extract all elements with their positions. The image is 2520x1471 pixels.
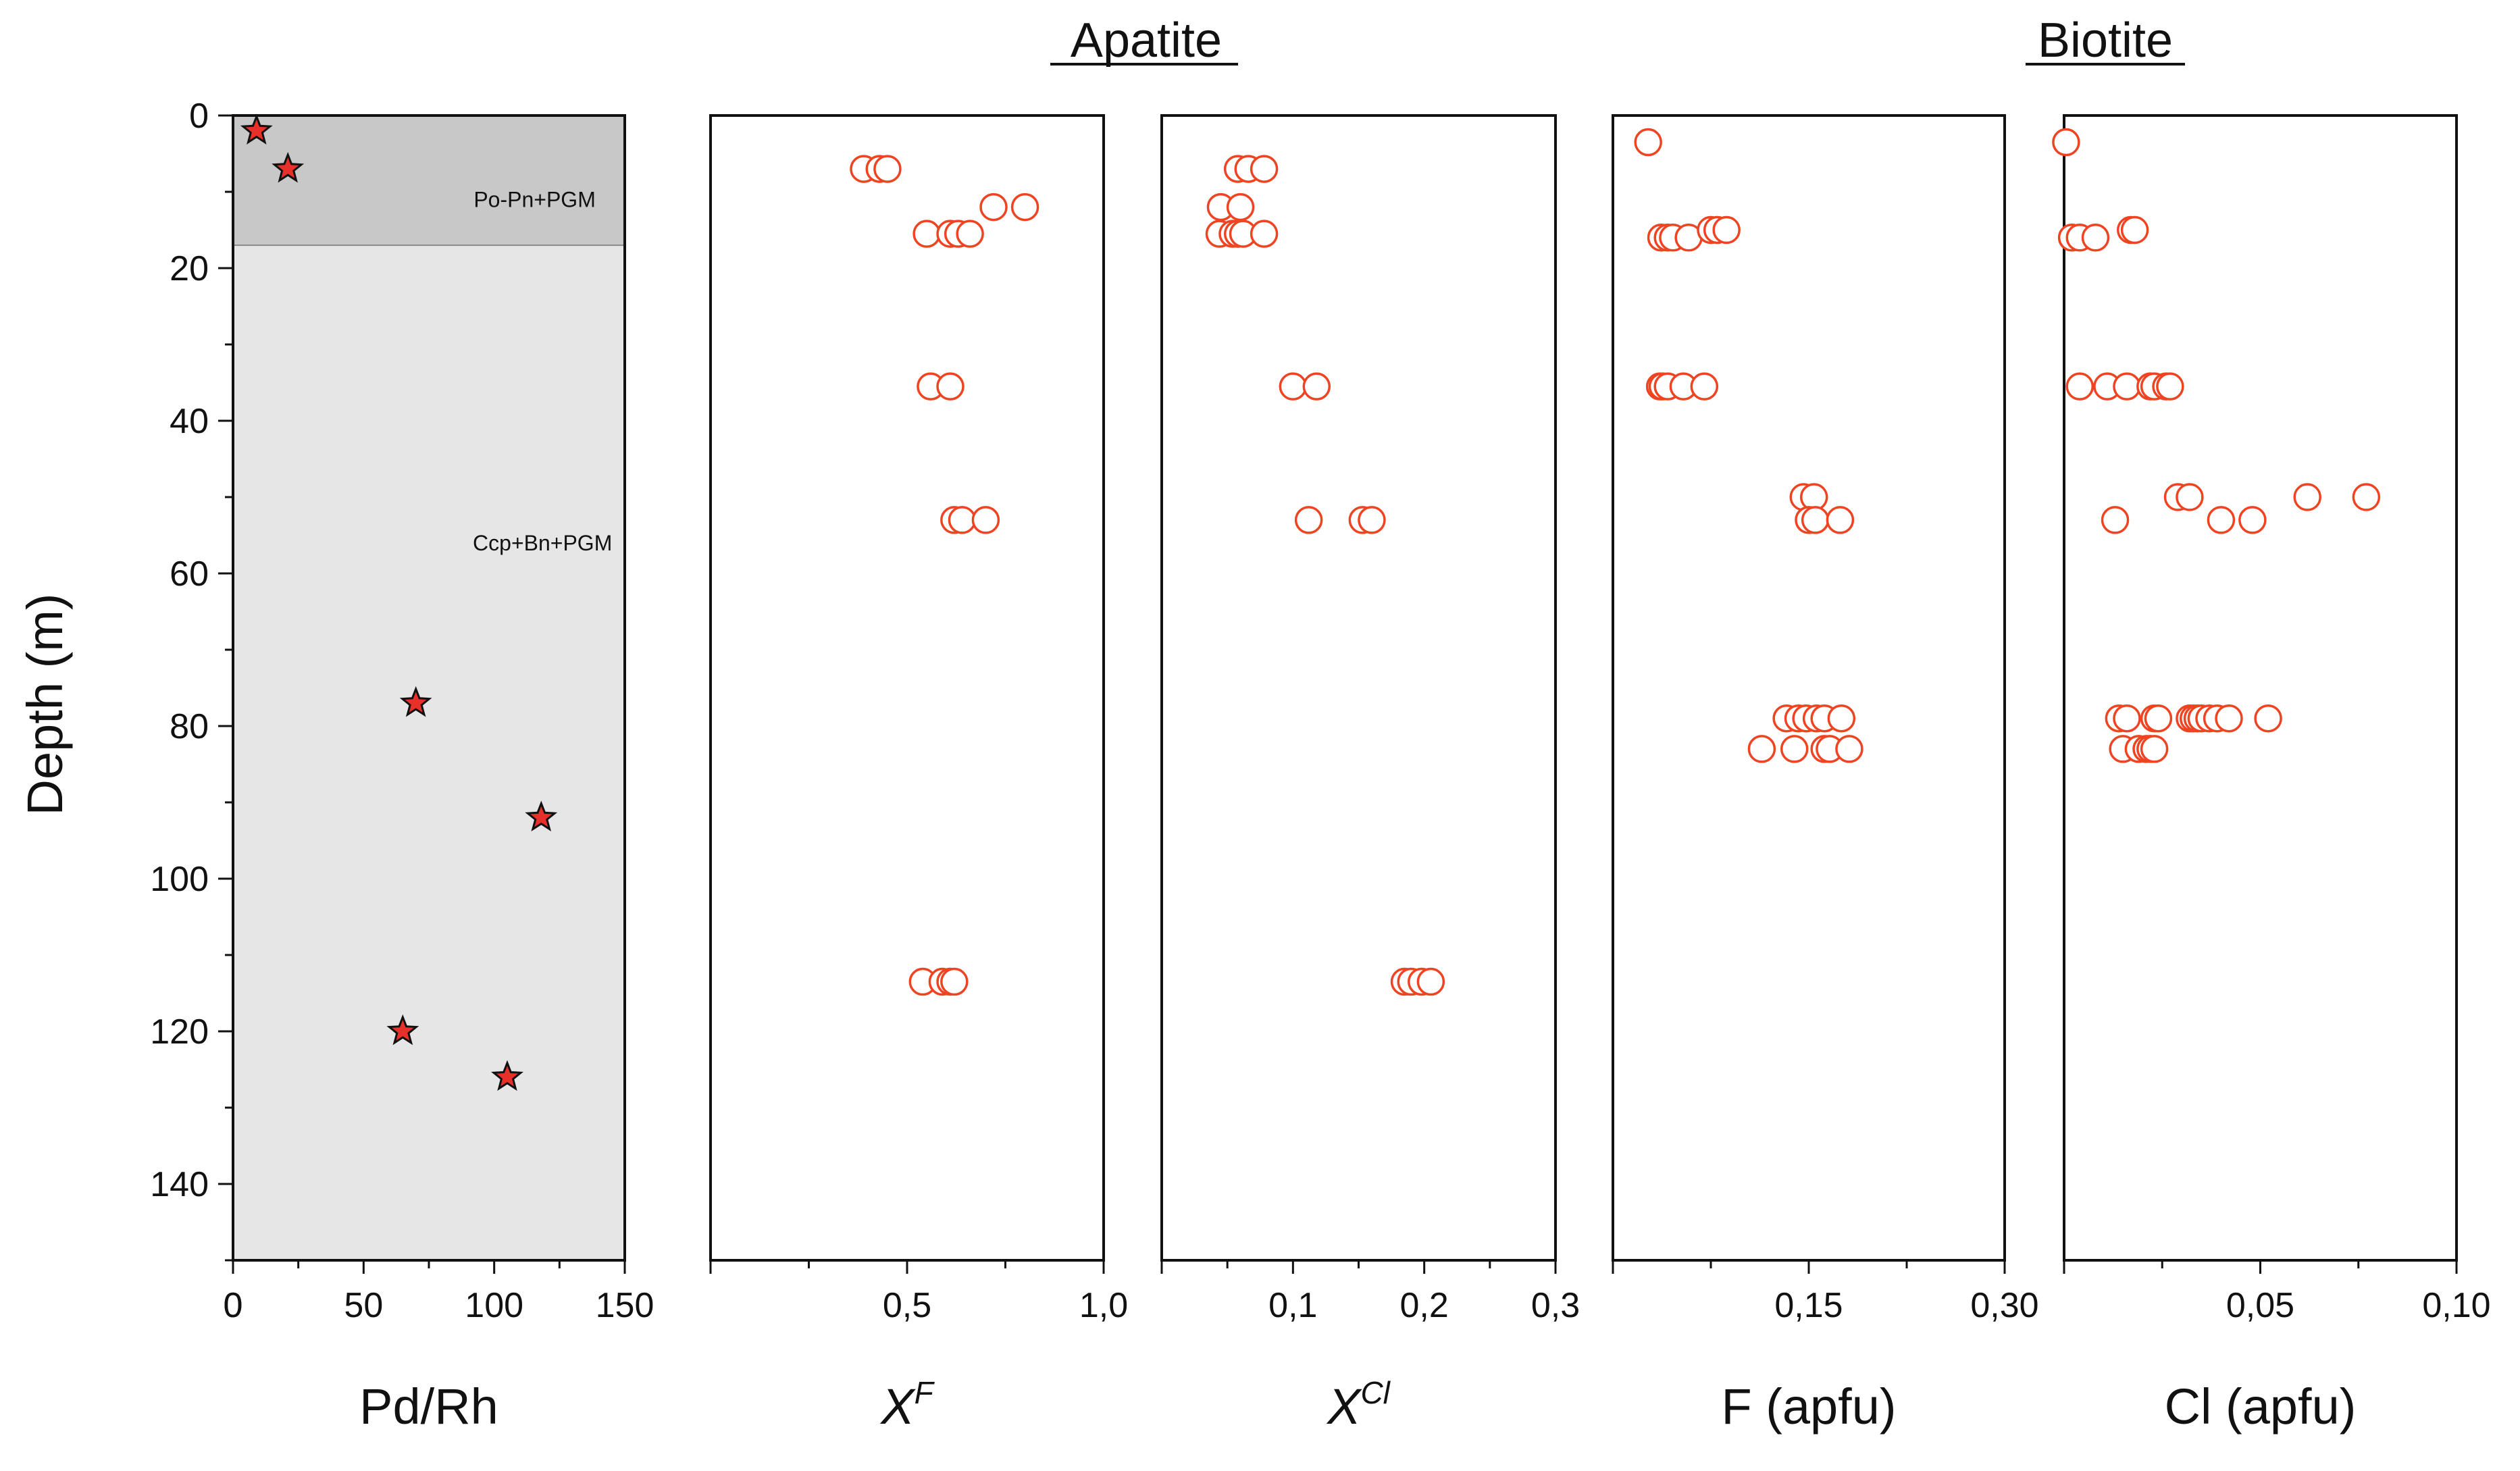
- y-tick-label: 120: [150, 1012, 209, 1052]
- data-point-circle: [2207, 506, 2236, 534]
- zone-2-band: [233, 245, 625, 1261]
- data-point-circle: [956, 220, 984, 248]
- data-point-circle: [2113, 704, 2141, 733]
- x-tick-label: 1,0: [1079, 1286, 1128, 1325]
- group-title-apatite: Apatite: [1071, 14, 1222, 68]
- data-point-star: [240, 113, 273, 145]
- x-axis-label-superscript: F: [915, 1375, 935, 1410]
- data-point-circle: [1226, 192, 1255, 222]
- y-tick-label: 40: [170, 402, 209, 441]
- data-point-circle: [912, 220, 941, 248]
- data-point-circle: [2120, 215, 2149, 244]
- data-point-circle: [940, 967, 969, 996]
- data-point-circle: [1826, 506, 1855, 534]
- x-tick-label: 0,15: [1774, 1286, 1843, 1325]
- panel-frame: [2063, 114, 2458, 1262]
- data-point-circle: [2144, 704, 2173, 733]
- data-point-circle: [2176, 483, 2204, 511]
- zone-label-lower: Ccp+Bn+PGM: [473, 531, 612, 555]
- panel-apatite-xcl: 0,1 0,2 0,3 XCl: [1160, 114, 1580, 1435]
- data-point-circle: [2065, 372, 2094, 401]
- zone-label-upper: Po-Pn+PGM: [473, 188, 596, 212]
- y-tick-label: 0: [189, 97, 209, 136]
- panels: Po-Pn+PGM Ccp+Bn+PGM 0 20 40 60 80 100 120 140 0 50…: [150, 97, 2490, 1435]
- data-point-star: [272, 151, 305, 183]
- zone-1-band: [233, 115, 625, 246]
- y-tick-label: 140: [150, 1165, 209, 1204]
- data-point-circle: [1250, 220, 1279, 248]
- data-point-circle: [1780, 735, 1809, 763]
- data-point-circle: [1358, 506, 1386, 534]
- panel-biotite-cl: 0,05 0,10 Cl (apfu): [2052, 114, 2491, 1435]
- x-axis-label: Pd/Rh: [359, 1378, 498, 1435]
- data-point-circle: [2140, 735, 2169, 763]
- data-point-circle: [1712, 215, 1741, 244]
- data-point-star: [525, 800, 558, 831]
- data-point-circle: [1416, 967, 1445, 996]
- panel-biotite-f: 0,15 0,30 F (apfu): [1612, 114, 2039, 1435]
- data-point-circle: [2113, 372, 2141, 401]
- data-point-circle: [2081, 224, 2110, 252]
- data-point-circle: [1302, 372, 1331, 401]
- panel-apatite-xf: 0,5 1,0 XF: [709, 114, 1128, 1435]
- x-tick-label: 0,5: [883, 1286, 931, 1325]
- x-tick-label: 0,05: [2226, 1286, 2294, 1325]
- x-tick-label: 150: [596, 1286, 654, 1325]
- y-tick-label: 20: [170, 249, 209, 288]
- data-point-circle: [2238, 506, 2267, 534]
- y-tick-label: 100: [150, 860, 209, 899]
- data-point-circle: [1294, 506, 1323, 534]
- x-tick-label: 0: [224, 1286, 243, 1325]
- data-point-circle: [1634, 128, 1662, 157]
- data-point-circle: [979, 192, 1008, 222]
- data-point-star: [386, 1014, 419, 1046]
- x-tick-label: 100: [465, 1286, 523, 1325]
- data-point-circle: [1801, 506, 1830, 534]
- panel-pdrh: Po-Pn+PGM Ccp+Bn+PGM 0 20 40 60 80 100 120 140 0 50…: [150, 97, 654, 1435]
- panel-frame: [1612, 114, 2006, 1262]
- data-point-circle: [1835, 735, 1863, 763]
- data-point-circle: [2293, 483, 2321, 511]
- data-point-star: [491, 1060, 523, 1091]
- panel-frame: [1160, 114, 1557, 1262]
- x-axis-label: Cl (apfu): [2165, 1378, 2357, 1435]
- panel-frame: [709, 114, 1105, 1262]
- x-tick-label: 0,3: [1531, 1286, 1580, 1325]
- data-point-circle: [2156, 372, 2184, 401]
- data-point-circle: [2254, 704, 2282, 733]
- x-tick-label: 0,30: [1970, 1286, 2038, 1325]
- data-point-circle: [2352, 483, 2381, 511]
- data-point-circle: [2215, 704, 2243, 733]
- data-point-circle: [948, 506, 977, 534]
- x-tick-label: 0,1: [1268, 1286, 1317, 1325]
- data-point-circle: [2101, 506, 2130, 534]
- data-point-circle: [1279, 372, 1308, 401]
- data-point-star: [399, 686, 432, 717]
- x-tick-label: 0: [224, 1286, 243, 1325]
- x-axis-label: XF: [879, 1375, 935, 1435]
- data-point-circle: [1827, 704, 1856, 733]
- y-tick-label: 80: [170, 707, 209, 746]
- x-axis-label: XCl: [1326, 1375, 1391, 1435]
- x-axis-label-main: X: [1326, 1378, 1362, 1435]
- data-point-circle: [873, 155, 902, 183]
- x-tick-label: 0,2: [1400, 1286, 1449, 1325]
- group-title-biotite: Biotite: [2038, 14, 2173, 68]
- x-axis-label-superscript: Cl: [1360, 1375, 1391, 1410]
- x-axis-label: F (apfu): [1721, 1378, 1896, 1435]
- y-axis-label: Depth (m): [17, 594, 73, 816]
- data-point-circle: [2052, 128, 2080, 157]
- x-axis-label-main: X: [879, 1378, 916, 1435]
- data-point-circle: [971, 506, 1000, 534]
- data-point-circle: [1747, 735, 1776, 763]
- data-point-circle: [936, 372, 965, 401]
- x-tick-label: 50: [344, 1286, 383, 1325]
- data-point-circle: [1250, 155, 1279, 183]
- data-point-circle: [1010, 192, 1039, 222]
- data-point-circle: [1690, 372, 1719, 401]
- x-tick-label: 0,10: [2422, 1286, 2490, 1325]
- y-tick-label: 60: [170, 554, 209, 594]
